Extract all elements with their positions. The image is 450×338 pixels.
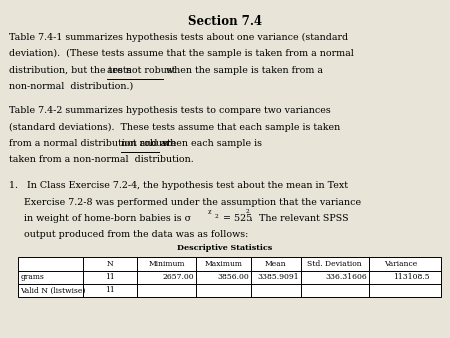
Text: Variance: Variance — [384, 260, 417, 268]
Text: Std. Deviation: Std. Deviation — [307, 260, 362, 268]
Text: 3856.00: 3856.00 — [217, 273, 249, 281]
Text: .  The relevant SPSS: . The relevant SPSS — [250, 214, 349, 223]
Text: non-normal  distribution.): non-normal distribution.) — [9, 82, 133, 91]
Text: 2: 2 — [246, 209, 249, 214]
Text: Descriptive Statistics: Descriptive Statistics — [177, 244, 273, 252]
Text: Section 7.4: Section 7.4 — [188, 15, 262, 28]
Text: are not robust: are not robust — [107, 66, 176, 74]
Text: N: N — [107, 260, 113, 268]
Text: Valid N (listwise): Valid N (listwise) — [20, 287, 86, 294]
Text: when each sample is: when each sample is — [159, 139, 262, 148]
Text: Table 7.4-1 summarizes hypothesis tests about one variance (standard: Table 7.4-1 summarizes hypothesis tests … — [9, 33, 348, 42]
Text: (standard deviations).  These tests assume that each sample is taken: (standard deviations). These tests assum… — [9, 123, 340, 132]
Text: grams: grams — [20, 273, 44, 281]
Text: 11: 11 — [105, 287, 115, 294]
Text: not robust: not robust — [121, 139, 171, 148]
Text: 1.   In Class Exercise 7.2-4, the hypothesis test about the mean in Text: 1. In Class Exercise 7.2-4, the hypothes… — [9, 182, 348, 190]
Text: Maximum: Maximum — [204, 260, 243, 268]
Text: = 525: = 525 — [220, 214, 253, 223]
Text: deviation).  (These tests assume that the sample is taken from a normal: deviation). (These tests assume that the… — [9, 49, 354, 58]
Text: distribution, but the tests: distribution, but the tests — [9, 66, 135, 74]
Text: Mean: Mean — [265, 260, 287, 268]
Text: 11: 11 — [105, 273, 115, 281]
Text: output produced from the data was as follows:: output produced from the data was as fol… — [9, 230, 248, 239]
Text: 113108.5: 113108.5 — [394, 273, 430, 281]
Text: 2657.00: 2657.00 — [162, 273, 194, 281]
Text: Table 7.4-2 summarizes hypothesis tests to compare two variances: Table 7.4-2 summarizes hypothesis tests … — [9, 106, 331, 115]
Text: from a normal distribution and are: from a normal distribution and are — [9, 139, 179, 148]
Text: χ: χ — [208, 209, 212, 214]
Text: 3385.9091: 3385.9091 — [257, 273, 299, 281]
Text: Exercise 7.2-8 was performed under the assumption that the variance: Exercise 7.2-8 was performed under the a… — [9, 198, 361, 207]
Text: taken from a non-normal  distribution.: taken from a non-normal distribution. — [9, 155, 194, 164]
Text: Minimum: Minimum — [148, 260, 185, 268]
Text: in weight of home-born babies is σ: in weight of home-born babies is σ — [9, 214, 191, 223]
Text: 336.31606: 336.31606 — [325, 273, 367, 281]
Text: 2: 2 — [214, 214, 218, 219]
Text: when the sample is taken from a: when the sample is taken from a — [163, 66, 323, 74]
Bar — [18, 257, 441, 297]
